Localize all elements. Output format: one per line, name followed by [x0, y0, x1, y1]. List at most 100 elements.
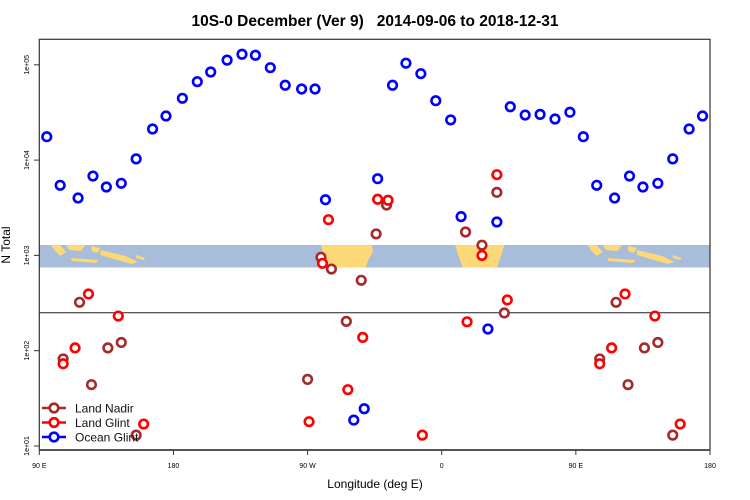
ocean-glint-point [609, 192, 621, 204]
ocean-glint-point [249, 49, 262, 61]
map-land [51, 245, 67, 256]
ocean-glint-point [455, 211, 467, 223]
ocean-glint-point [205, 66, 217, 78]
land-glint-point [69, 342, 81, 354]
ocean-glint-point [100, 181, 112, 193]
ocean-glint-point [445, 114, 457, 126]
legend-marker [48, 431, 60, 443]
ocean-glint-point [519, 109, 531, 121]
land-nadir-point [667, 429, 679, 441]
ocean-glint-point [564, 106, 576, 118]
plot-frame [38, 38, 711, 451]
land-nadir-point [370, 228, 382, 240]
land-nadir-point [498, 307, 510, 319]
land-nadir-point [340, 315, 352, 327]
ocean-glint-point [696, 110, 709, 122]
map-land [607, 258, 636, 263]
x-tick-label: 90 E [569, 463, 584, 470]
ocean-glint-point [309, 83, 321, 95]
ocean-glint-point [146, 123, 159, 135]
land-glint-point [57, 358, 69, 370]
ocean-glint-point [534, 108, 546, 120]
ocean-glint-point [358, 403, 370, 415]
x-tick-label: 0 [440, 463, 444, 470]
land-glint-point [649, 310, 661, 322]
ocean-glint-point [491, 216, 503, 228]
land-glint-point [82, 288, 95, 300]
y-tick-label: 1e+01 [24, 436, 31, 456]
equatorial-map-strip [39, 245, 711, 268]
ocean-glint-point [667, 153, 679, 165]
ocean-glint-point [637, 181, 649, 193]
legend-marker [48, 416, 60, 429]
map-land [672, 255, 682, 260]
land-nadir-point [301, 373, 314, 385]
land-glint-point [342, 384, 354, 396]
map-land [587, 245, 603, 256]
x-tick-label: 180 [168, 463, 180, 470]
map-land [628, 246, 637, 253]
land-glint-point [606, 342, 618, 354]
ocean-glint-point [482, 323, 494, 335]
ocean-glint-point [415, 68, 427, 80]
x-tick-label: 90 E [32, 463, 47, 470]
ocean-glint-point [221, 54, 233, 66]
ocean-glint-point [577, 131, 589, 143]
land-nadir-point [638, 342, 651, 354]
data-points [41, 48, 709, 441]
land-glint-point [112, 310, 124, 322]
x-tick-label: 180 [704, 463, 716, 470]
land-glint-point [674, 418, 686, 430]
land-nadir-point [459, 226, 472, 238]
land-nadir-point [610, 296, 622, 308]
map-land [636, 250, 675, 264]
ocean-glint-point [41, 131, 53, 143]
y-axis-label: N Total [0, 226, 13, 263]
y-axis: 1e+01 1e+02 1e+03 1e+04 1e+05 [24, 55, 40, 456]
x-axis-label: Longitude (deg E) [327, 477, 422, 491]
land-nadir-point [622, 379, 634, 391]
legend-label: Land Glint [75, 416, 130, 430]
map-land [66, 245, 86, 251]
ocean-glint-point [683, 123, 695, 135]
land-glint-point [416, 429, 428, 441]
y-tick-label: 1e+03 [24, 245, 31, 265]
map-land [91, 246, 101, 253]
map-land [136, 255, 146, 260]
land-nadir-point [102, 342, 114, 354]
ocean-glint-point [372, 173, 384, 185]
ocean-glint-point [319, 194, 332, 206]
ocean-glint-point [115, 177, 127, 189]
legend-marker [48, 402, 60, 414]
ocean-glint-point [130, 153, 142, 165]
ocean-glint-point [54, 179, 66, 191]
y-tick-label: 1e+02 [24, 341, 31, 361]
y-tick-label: 1e+05 [24, 55, 31, 75]
ocean-glint-point [176, 92, 188, 104]
x-axis: 90 E 180 90 W 0 90 E 180 [32, 449, 716, 470]
land-glint-point [619, 288, 631, 300]
ocean-glint-point [591, 179, 603, 191]
land-nadir-point [73, 296, 86, 308]
ocean-glint-point [386, 79, 399, 91]
ocean-glint-point [72, 192, 84, 204]
ocean-glint-point [296, 83, 308, 95]
ocean-glint-point [623, 170, 636, 182]
map-land [320, 245, 374, 268]
land-glint-point [491, 169, 503, 181]
land-glint-point [476, 249, 488, 261]
land-glint-point [357, 331, 369, 343]
land-glint-point [594, 358, 606, 370]
land-glint-point [461, 316, 473, 328]
ocean-glint-point [264, 62, 276, 74]
land-nadir-point [652, 336, 664, 349]
map-land [602, 245, 623, 251]
ocean-glint-point [236, 48, 248, 60]
map-land [100, 250, 138, 264]
ocean-glint-point [279, 79, 291, 91]
y-tick-label: 1e+04 [24, 150, 31, 170]
land-glint-point [138, 418, 150, 430]
